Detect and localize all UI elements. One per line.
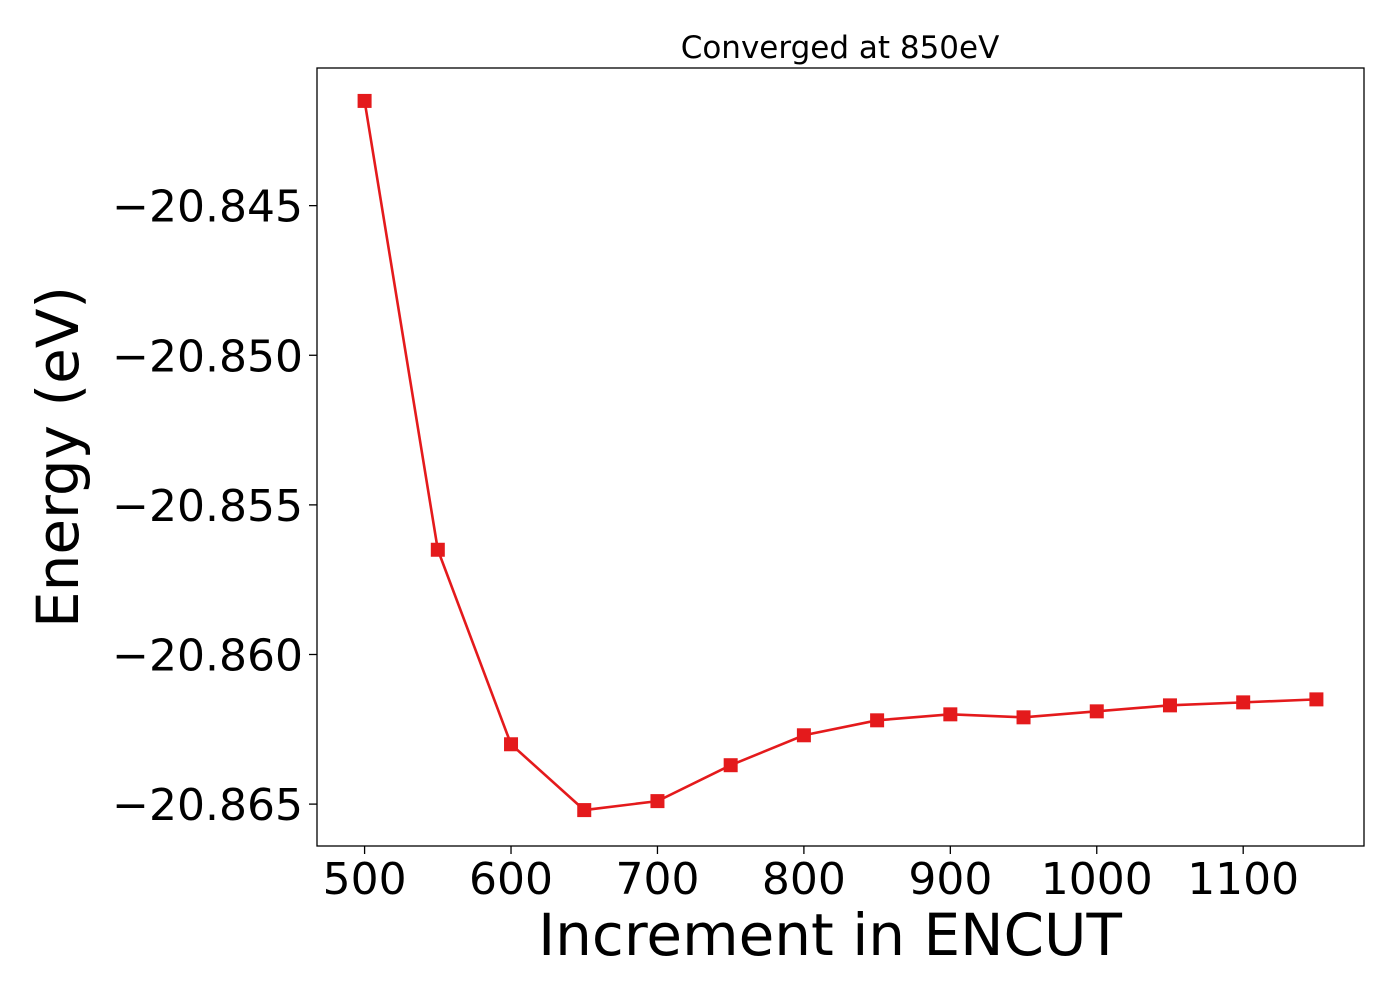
x-tick-label: 900: [908, 854, 992, 905]
y-tick-label: −20.845: [112, 182, 303, 233]
data-point-marker: [430, 542, 445, 557]
data-point-marker: [1089, 704, 1104, 719]
x-tick-label: 1000: [1041, 854, 1153, 905]
data-point-marker: [504, 737, 519, 752]
data-point-marker: [1162, 698, 1177, 713]
x-axis-ticks: 500 600 700 800 900 1000 1100: [323, 846, 1299, 905]
x-tick-label: 1100: [1187, 854, 1299, 905]
data-point-marker: [796, 728, 811, 743]
chart-title: Converged at 850eV: [681, 30, 1000, 66]
y-tick-label: −20.850: [112, 331, 303, 382]
series-line: [363, 100, 1317, 812]
y-axis-ticks: −20.845 −20.850 −20.855 −20.860 −20.865: [112, 182, 317, 831]
plot-area-frame: [316, 67, 1365, 847]
x-tick-label: 600: [469, 854, 553, 905]
data-point-marker: [1016, 710, 1031, 725]
series-layer: [357, 93, 1324, 818]
data-point-marker: [943, 707, 958, 722]
x-axis-label: Increment in ENCUT: [538, 901, 1122, 969]
y-tick-label: −20.860: [112, 630, 303, 681]
x-tick-label: 700: [615, 854, 699, 905]
x-tick-label: 800: [762, 854, 846, 905]
y-tick-label: −20.865: [112, 780, 303, 831]
data-point-marker: [650, 794, 665, 809]
y-axis-label: Energy (eV): [24, 286, 92, 628]
data-point-marker: [1309, 692, 1324, 707]
data-point-marker: [577, 803, 592, 818]
data-point-marker: [357, 93, 372, 108]
x-tick-label: 500: [323, 854, 407, 905]
data-point-marker: [1236, 695, 1251, 710]
data-point-marker: [870, 713, 885, 728]
data-point-marker: [723, 758, 738, 773]
y-tick-label: −20.855: [112, 481, 303, 532]
